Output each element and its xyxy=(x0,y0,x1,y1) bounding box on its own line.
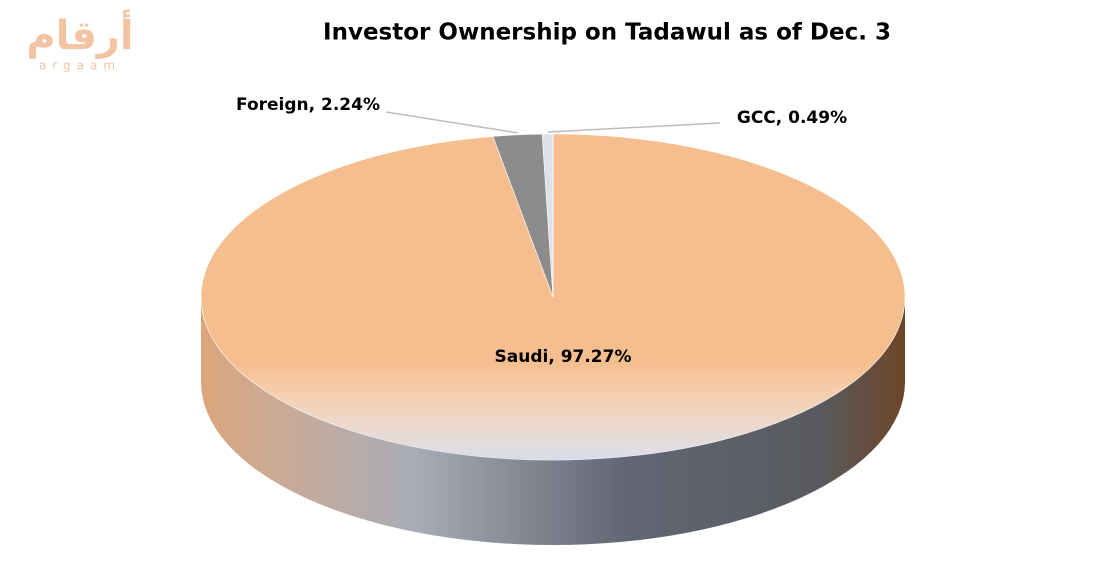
data-label: GCC, 0.49% xyxy=(737,108,847,128)
data-label: Foreign, 2.24% xyxy=(236,95,380,115)
logo-arabic: أرقام xyxy=(26,9,133,59)
leader-line xyxy=(385,111,518,134)
pie: Saudi, 97.27% Foreign, 2.24% GCC, 0.49% xyxy=(200,95,906,545)
leader-line xyxy=(547,122,721,133)
chart-title: Investor Ownership on Tadawul as of Dec.… xyxy=(323,20,891,46)
data-label: Saudi, 97.27% xyxy=(495,347,632,367)
pie-side xyxy=(201,297,905,545)
logo: أرقام argaam xyxy=(26,9,133,73)
logo-latin: argaam xyxy=(39,59,121,73)
